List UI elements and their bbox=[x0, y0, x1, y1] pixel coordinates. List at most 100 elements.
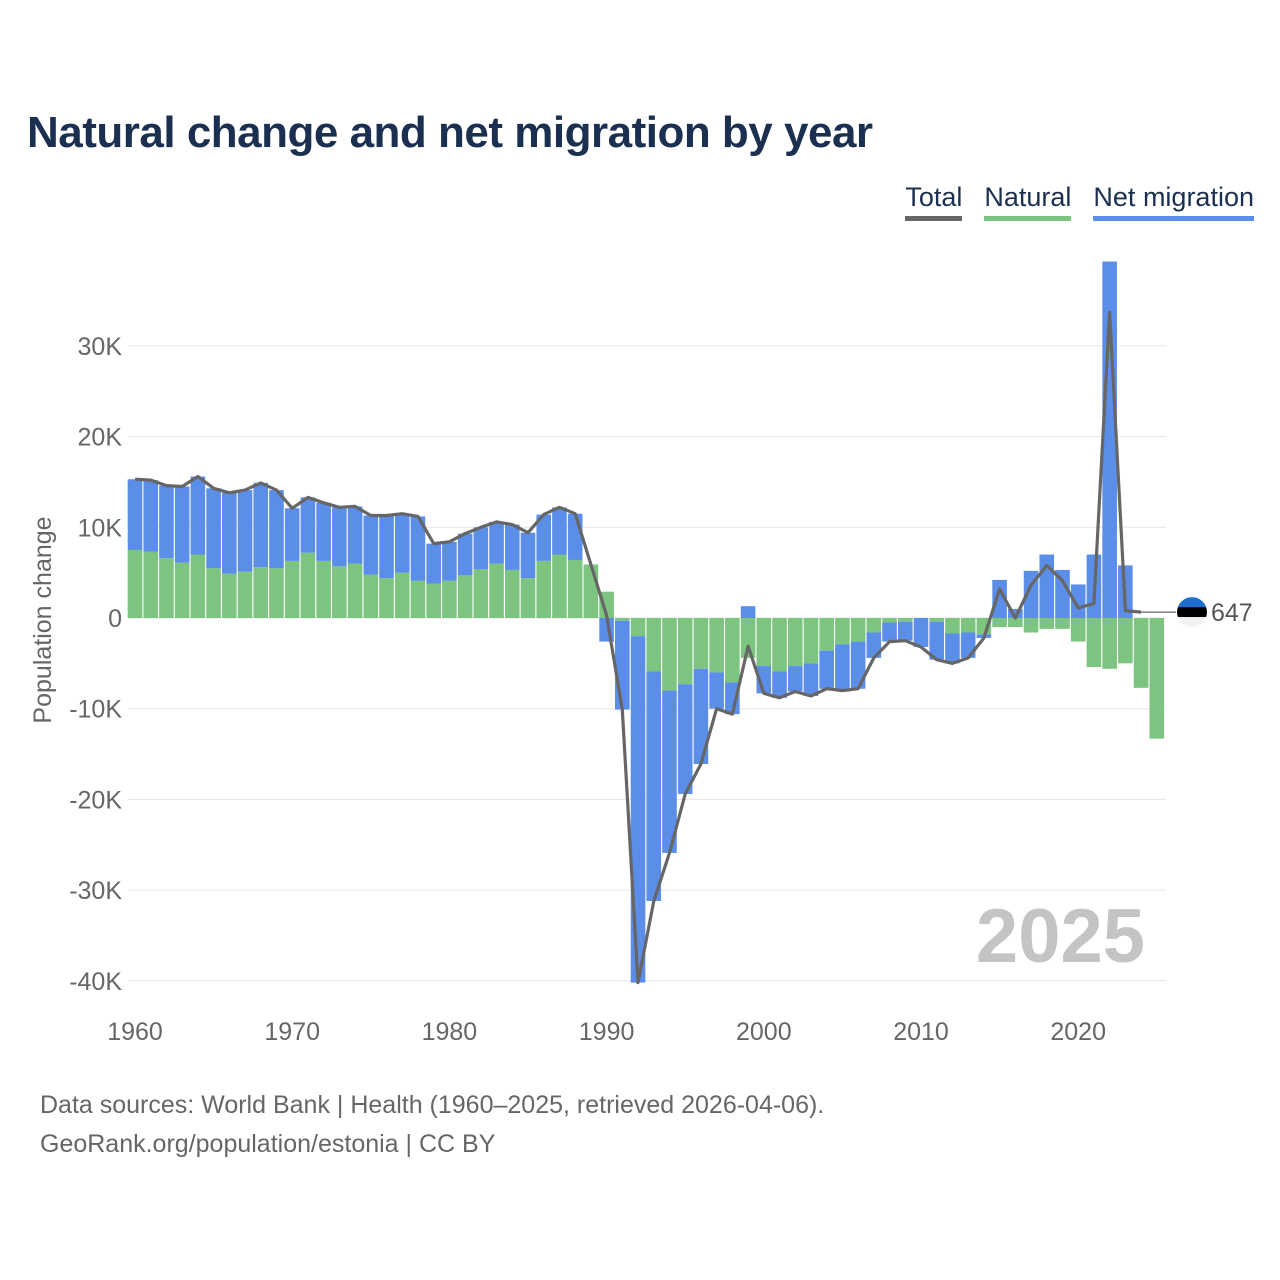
migration-bar[interactable] bbox=[552, 507, 567, 555]
legend-item-total[interactable]: Total bbox=[905, 182, 963, 221]
migration-bar[interactable] bbox=[174, 486, 190, 563]
natural-bar[interactable] bbox=[410, 580, 426, 618]
migration-bar[interactable] bbox=[1055, 569, 1070, 618]
migration-bar[interactable] bbox=[567, 513, 583, 560]
natural-bar[interactable] bbox=[615, 618, 630, 621]
migration-bar[interactable] bbox=[630, 636, 646, 983]
natural-bar[interactable] bbox=[756, 618, 772, 667]
natural-bar[interactable] bbox=[347, 563, 363, 618]
legend-item-net-migration[interactable]: Net migration bbox=[1093, 182, 1254, 221]
natural-bar[interactable] bbox=[740, 618, 756, 658]
migration-bar[interactable] bbox=[284, 508, 300, 561]
migration-bar[interactable] bbox=[379, 515, 394, 579]
natural-bar[interactable] bbox=[316, 560, 331, 618]
natural-bar[interactable] bbox=[143, 551, 159, 618]
migration-bar[interactable] bbox=[662, 690, 677, 853]
natural-bar[interactable] bbox=[520, 578, 536, 618]
natural-bar[interactable] bbox=[835, 618, 850, 645]
natural-bar[interactable] bbox=[677, 618, 693, 685]
migration-bar[interactable] bbox=[473, 527, 489, 570]
natural-bar[interactable] bbox=[1118, 618, 1133, 664]
migration-bar[interactable] bbox=[960, 632, 976, 658]
migration-bar[interactable] bbox=[442, 541, 457, 581]
natural-bar[interactable] bbox=[1086, 618, 1102, 667]
natural-bar[interactable] bbox=[945, 618, 960, 634]
migration-bar[interactable] bbox=[394, 513, 410, 573]
migration-bar[interactable] bbox=[709, 672, 724, 709]
total-line[interactable] bbox=[134, 310, 1142, 985]
natural-bar[interactable] bbox=[662, 618, 677, 691]
migration-bar[interactable] bbox=[489, 521, 504, 564]
natural-bar[interactable] bbox=[442, 580, 457, 618]
natural-bar[interactable] bbox=[693, 618, 709, 669]
natural-bar[interactable] bbox=[332, 566, 347, 618]
natural-bar[interactable] bbox=[819, 618, 834, 651]
migration-bar[interactable] bbox=[253, 482, 269, 568]
migration-bar[interactable] bbox=[269, 490, 284, 569]
migration-bar[interactable] bbox=[992, 579, 1007, 618]
migration-bar[interactable] bbox=[520, 532, 536, 579]
natural-bar[interactable] bbox=[630, 618, 646, 637]
natural-bar[interactable] bbox=[190, 554, 206, 618]
migration-bar[interactable] bbox=[127, 479, 143, 550]
natural-bar[interactable] bbox=[850, 618, 866, 642]
natural-bar[interactable] bbox=[457, 575, 473, 618]
migration-bar[interactable] bbox=[850, 641, 866, 689]
natural-bar[interactable] bbox=[379, 578, 394, 618]
natural-bar[interactable] bbox=[1008, 618, 1023, 628]
migration-bar[interactable] bbox=[835, 644, 850, 691]
migration-bar[interactable] bbox=[457, 533, 473, 576]
natural-bar[interactable] bbox=[504, 569, 520, 618]
natural-bar[interactable] bbox=[206, 568, 221, 618]
migration-bar[interactable] bbox=[819, 650, 834, 689]
natural-bar[interactable] bbox=[960, 618, 976, 633]
migration-bar[interactable] bbox=[725, 682, 740, 715]
migration-bar[interactable] bbox=[1008, 608, 1023, 618]
migration-bar[interactable] bbox=[190, 476, 206, 555]
natural-bar[interactable] bbox=[300, 552, 316, 618]
migration-bar[interactable] bbox=[504, 524, 520, 570]
natural-bar[interactable] bbox=[489, 563, 504, 618]
natural-bar[interactable] bbox=[882, 618, 897, 623]
migration-bar[interactable] bbox=[787, 666, 803, 692]
natural-bar[interactable] bbox=[426, 583, 441, 618]
legend-item-natural[interactable]: Natural bbox=[984, 182, 1072, 221]
migration-bar[interactable] bbox=[740, 606, 756, 618]
natural-bar[interactable] bbox=[536, 560, 552, 618]
migration-bar[interactable] bbox=[929, 621, 945, 660]
natural-bar[interactable] bbox=[394, 572, 410, 618]
natural-bar[interactable] bbox=[929, 618, 945, 622]
migration-bar[interactable] bbox=[913, 618, 929, 648]
natural-bar[interactable] bbox=[992, 618, 1007, 628]
migration-bar[interactable] bbox=[945, 633, 960, 664]
natural-bar[interactable] bbox=[1133, 618, 1149, 688]
migration-bar[interactable] bbox=[300, 497, 316, 553]
migration-bar[interactable] bbox=[772, 671, 787, 698]
natural-bar[interactable] bbox=[646, 618, 662, 672]
natural-bar[interactable] bbox=[284, 560, 300, 618]
migration-bar[interactable] bbox=[677, 684, 693, 794]
migration-bar[interactable] bbox=[536, 514, 552, 561]
migration-bar[interactable] bbox=[206, 488, 221, 569]
migration-bar[interactable] bbox=[316, 502, 331, 561]
natural-bar[interactable] bbox=[159, 558, 174, 618]
natural-bar[interactable] bbox=[473, 569, 489, 618]
migration-bar[interactable] bbox=[363, 515, 379, 575]
migration-bar[interactable] bbox=[646, 671, 662, 901]
migration-bar[interactable] bbox=[882, 622, 897, 642]
migration-bar[interactable] bbox=[143, 480, 159, 552]
natural-bar[interactable] bbox=[709, 618, 724, 673]
natural-bar[interactable] bbox=[1149, 618, 1165, 739]
migration-bar[interactable] bbox=[897, 621, 913, 641]
migration-bar[interactable] bbox=[866, 632, 882, 658]
natural-bar[interactable] bbox=[1055, 618, 1070, 629]
natural-bar[interactable] bbox=[552, 554, 567, 618]
natural-bar[interactable] bbox=[253, 567, 269, 618]
natural-bar[interactable] bbox=[866, 618, 882, 633]
natural-bar[interactable] bbox=[363, 574, 379, 618]
migration-bar[interactable] bbox=[803, 663, 819, 697]
natural-bar[interactable] bbox=[567, 559, 583, 618]
migration-bar[interactable] bbox=[237, 490, 253, 572]
migration-bar[interactable] bbox=[615, 620, 630, 710]
migration-bar[interactable] bbox=[410, 516, 426, 581]
